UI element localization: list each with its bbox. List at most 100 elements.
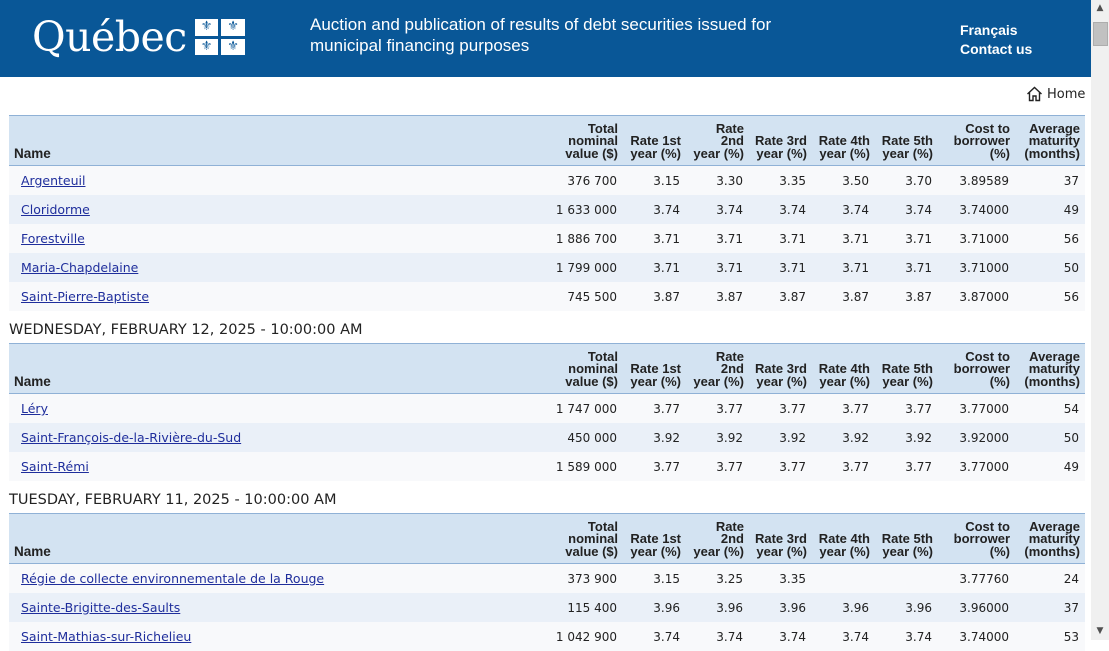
value-cell: 3.96 (905, 600, 932, 615)
municipality-link[interactable]: Saint-Pierre-Baptiste (21, 289, 150, 304)
value-cell: 1 589 000 (555, 459, 617, 474)
value-cell: 3.74 (716, 629, 743, 644)
value-cell: 3.74 (905, 202, 932, 217)
french-language-link[interactable]: Français (960, 22, 1018, 38)
column-header[interactable]: Average maturity (months) (1015, 115, 1085, 166)
value-cell: 3.71000 (959, 260, 1009, 275)
site-title: Auction and publication of results of de… (310, 15, 772, 55)
auction-section: Name Total nominal value ($) Rate 1st year… (9, 343, 1085, 481)
column-header[interactable]: Rate 4th year (%) (812, 115, 875, 166)
column-header[interactable]: Rate 4th year (%) (812, 343, 875, 394)
column-header[interactable]: Name (9, 115, 538, 166)
table-row: Forestville 1 886 700 3.71 3.71 3.71 3.71 3.71… (9, 224, 1085, 253)
value-cell: 3.92000 (959, 430, 1009, 445)
column-header[interactable]: Rate 2nd year (%) (686, 343, 749, 394)
column-header[interactable]: Rate 5th year (%) (875, 343, 938, 394)
column-header[interactable]: Rate 5th year (%) (875, 115, 938, 166)
municipality-link[interactable]: Régie de collecte environnementale de la… (21, 571, 325, 586)
value-cell: 37 (1063, 600, 1079, 615)
value-cell: 56 (1063, 231, 1079, 246)
value-cell: 3.71 (905, 260, 932, 275)
municipality-link[interactable]: Sainte-Brigitte-des-Saults (21, 600, 181, 615)
column-header[interactable]: Name (9, 513, 538, 564)
column-header[interactable]: Rate 4th year (%) (812, 513, 875, 564)
auction-date-heading: TUESDAY, FEBRUARY 11, 2025 - 10:00:00 AM (9, 492, 337, 508)
value-cell: 3.77 (716, 401, 743, 416)
value-cell: 3.87 (653, 289, 680, 304)
quebec-logo[interactable]: Québec ⚜ ⚜ ⚜ ⚜ (32, 12, 245, 62)
scroll-thumb[interactable] (1093, 22, 1108, 46)
value-cell: 3.74 (779, 629, 806, 644)
value-cell: 3.87 (779, 289, 806, 304)
municipality-link[interactable]: Saint-Rémi (21, 459, 89, 474)
value-cell: 3.92 (653, 430, 680, 445)
column-header[interactable]: Rate 2nd year (%) (686, 513, 749, 564)
table-row: Saint-Mathias-sur-Richelieu 1 042 900 3.74… (9, 622, 1085, 651)
value-cell: 3.25 (716, 571, 743, 586)
column-header[interactable]: Average maturity (months) (1015, 343, 1085, 394)
table-header-row: Name Total nominal value ($) Rate 1st year… (9, 343, 1085, 394)
home-link[interactable]: Home (1026, 86, 1085, 102)
municipality-link[interactable]: Cloridorme (21, 202, 90, 217)
value-cell: 3.35 (779, 173, 806, 188)
value-cell: 3.77 (905, 459, 932, 474)
column-header[interactable]: Rate 1st year (%) (623, 513, 686, 564)
value-cell: 3.77 (716, 459, 743, 474)
table-row: Cloridorme 1 633 000 3.74 3.74 3.74 3.74 3.74 3… (9, 195, 1085, 224)
results-content: Name Total nominal value ($) Rate 1st year… (9, 115, 1085, 651)
table-row: Saint-Pierre-Baptiste 745 500 3.87 3.87 3.87… (9, 282, 1085, 311)
value-cell (812, 564, 875, 594)
column-header[interactable]: Name (9, 343, 538, 394)
home-label: Home (1047, 86, 1086, 102)
column-header[interactable]: Rate 2nd year (%) (686, 115, 749, 166)
municipality-link[interactable]: Maria-Chapdelaine (21, 260, 139, 275)
auction-section: Name Total nominal value ($) Rate 1st year… (9, 513, 1085, 651)
contact-us-link[interactable]: Contact us (960, 41, 1033, 57)
value-cell: 3.70 (905, 173, 932, 188)
municipality-link[interactable]: Saint-François-de-la-Rivière-du-Sud (21, 430, 242, 445)
column-header[interactable]: Total nominal value ($) (538, 513, 623, 564)
table-row: Argenteuil 376 700 3.15 3.30 3.35 3.50 3.70 3.8… (9, 165, 1085, 195)
column-header[interactable]: Rate 5th year (%) (875, 513, 938, 564)
auction-results-table: Name Total nominal value ($) Rate 1st year… (9, 513, 1085, 651)
column-header[interactable]: Rate 1st year (%) (623, 343, 686, 394)
value-cell: 3.96 (779, 600, 806, 615)
value-cell: 3.74 (716, 202, 743, 217)
column-header[interactable]: Rate 3rd year (%) (749, 115, 812, 166)
municipality-link[interactable]: Saint-Mathias-sur-Richelieu (21, 629, 192, 644)
value-cell: 1 886 700 (555, 231, 617, 246)
value-cell: 3.35 (779, 571, 806, 586)
column-header[interactable]: Average maturity (months) (1015, 513, 1085, 564)
table-row: Sainte-Brigitte-des-Saults 115 400 3.96 3.9… (9, 593, 1085, 622)
vertical-scrollbar[interactable]: ▲ ▼ (1091, 0, 1109, 640)
value-cell: 373 900 (567, 571, 617, 586)
home-icon (1027, 86, 1042, 102)
value-cell: 3.77760 (959, 571, 1009, 586)
site-header: Québec ⚜ ⚜ ⚜ ⚜ Auction and publication of r… (0, 0, 1091, 77)
column-header[interactable]: Rate 3rd year (%) (749, 513, 812, 564)
table-row: Régie de collecte environnementale de la… (9, 563, 1085, 594)
value-cell: 3.92 (842, 430, 869, 445)
table-header-row: Name Total nominal value ($) Rate 1st year… (9, 115, 1085, 166)
value-cell: 3.77 (779, 459, 806, 474)
column-header[interactable]: Cost to borrower (%) (938, 513, 1015, 564)
value-cell: 3.77 (905, 401, 932, 416)
value-cell: 3.77000 (959, 401, 1009, 416)
municipality-cell: Régie de collecte environnementale de la… (9, 564, 538, 594)
auction-results-table: Name Total nominal value ($) Rate 1st year… (9, 115, 1085, 311)
value-cell: 3.96 (716, 600, 743, 615)
column-header[interactable]: Cost to borrower (%) (938, 343, 1015, 394)
value-cell: 3.74000 (959, 202, 1009, 217)
column-header[interactable]: Rate 1st year (%) (623, 115, 686, 166)
municipality-link[interactable]: Léry (21, 401, 48, 416)
scroll-up-arrow-icon[interactable]: ▲ (1096, 3, 1104, 13)
column-header[interactable]: Rate 3rd year (%) (749, 343, 812, 394)
value-cell: 3.77 (653, 459, 680, 474)
scroll-down-arrow-icon[interactable]: ▼ (1096, 626, 1104, 636)
municipality-cell: Saint-Rémi (9, 452, 538, 481)
column-header[interactable]: Cost to borrower (%) (938, 115, 1015, 166)
municipality-link[interactable]: Forestville (21, 231, 85, 246)
column-header[interactable]: Total nominal value ($) (538, 115, 623, 166)
column-header[interactable]: Total nominal value ($) (538, 343, 623, 394)
municipality-link[interactable]: Argenteuil (21, 173, 86, 188)
